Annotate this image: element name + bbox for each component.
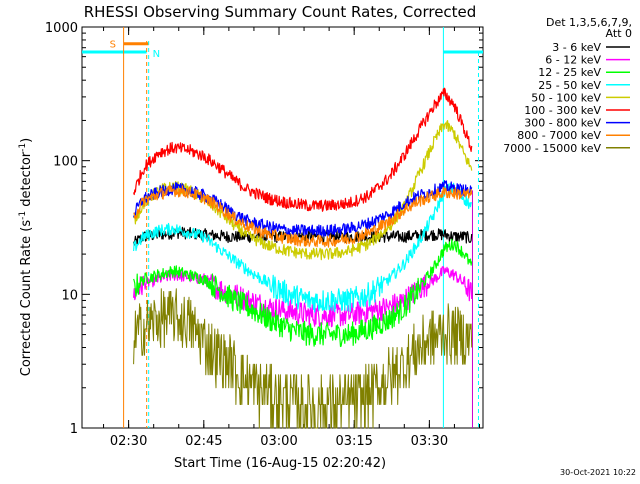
legend-entry-label: 100 - 300 keV [524, 104, 601, 117]
y-label-end-sup: -1 [18, 143, 28, 152]
series-line-9 [133, 288, 473, 429]
y-tick-label: 1 [70, 422, 78, 437]
saa-letter: S [110, 40, 116, 51]
chart-title: RHESSI Observing Summary Count Rates, Co… [84, 3, 477, 21]
y-axis-label: Corrected Count Rate (s-1 detector-1) [18, 138, 34, 376]
legend-header-line1: Det 1,3,5,6,7,9, [546, 16, 632, 29]
legend-entry-label: 25 - 50 keV [538, 79, 601, 92]
series-line-3 [133, 238, 473, 348]
y-tick-label: 100 [53, 155, 78, 170]
x-tick-label: 03:00 [260, 434, 297, 449]
series-line-6 [133, 87, 473, 212]
legend-entry-label: 3 - 6 keV [552, 41, 601, 54]
legend-entry-label: 50 - 100 keV [531, 91, 601, 104]
x-tick-label: 02:30 [110, 434, 147, 449]
legend-header-line2: Att 0 [606, 27, 632, 40]
legend-entry-label: 800 - 7000 keV [517, 129, 601, 142]
x-tick-label: 03:30 [411, 434, 448, 449]
series-group [133, 87, 473, 429]
legend-entry-label: 12 - 25 keV [538, 66, 601, 79]
y-label-end: detector [19, 151, 34, 211]
legend-entry-label: 300 - 800 keV [524, 117, 601, 130]
footer-timestamp: 30-Oct-2021 10:22 [560, 468, 636, 477]
svg-text:Corrected Count Rate (s-1 dete: Corrected Count Rate (s-1 detector-1) [18, 138, 34, 376]
annotations: SN [82, 27, 483, 428]
y-label-main: Corrected Count Rate (s [19, 220, 34, 377]
x-axis-label: Start Time (16-Aug-15 02:20:42) [174, 456, 386, 471]
legend-entry-label: 7000 - 15000 keV [503, 142, 601, 155]
x-tick-label: 03:15 [335, 434, 372, 449]
y-tick-label: 1000 [45, 21, 78, 36]
x-tick-label: 02:45 [185, 434, 222, 449]
series-line-8 [133, 185, 473, 248]
y-label-sup: -1 [18, 211, 28, 220]
night-letter: N [153, 49, 160, 60]
series-line-4 [133, 182, 473, 313]
y-tick-label: 10 [61, 288, 78, 303]
y-label-close: ) [19, 138, 34, 143]
legend-entry-label: 6 - 12 keV [545, 54, 601, 67]
